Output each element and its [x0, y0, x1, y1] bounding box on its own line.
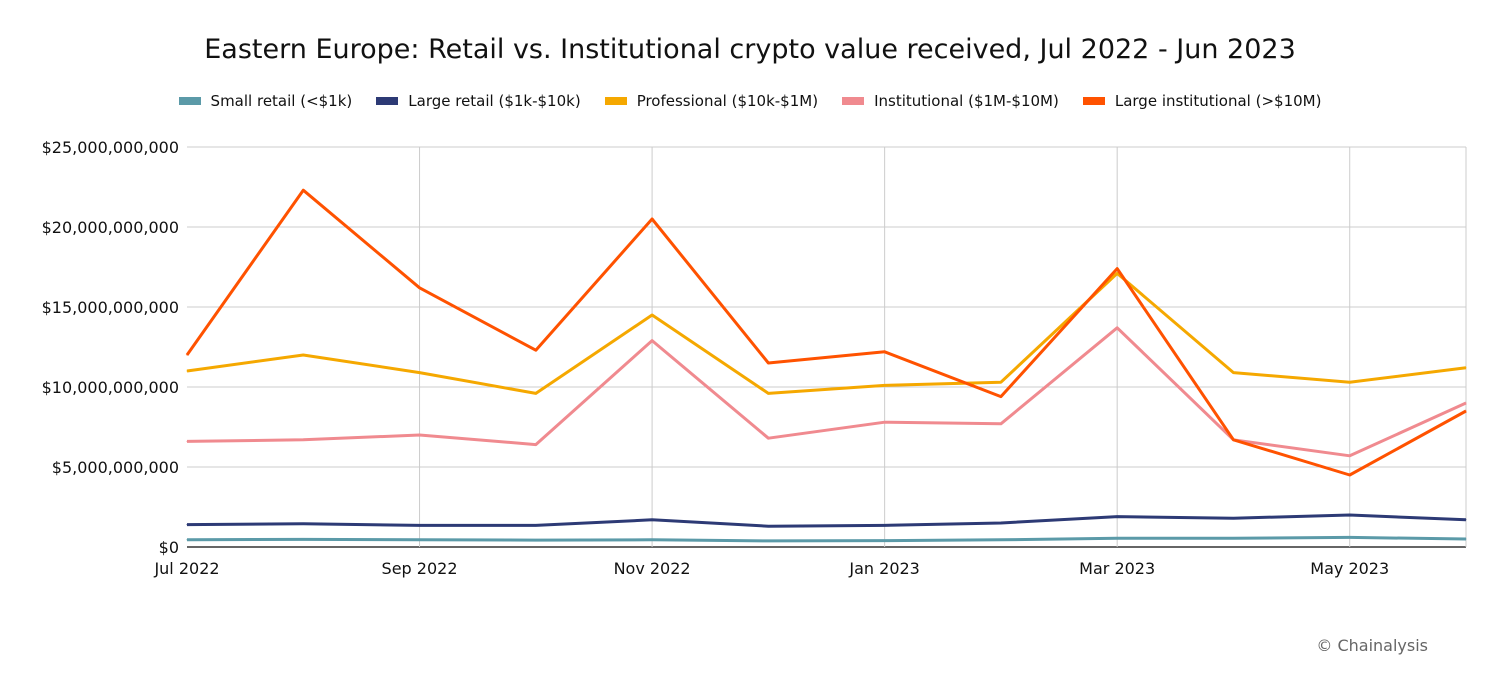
data-point	[1349, 474, 1351, 476]
data-point	[1000, 396, 1002, 398]
data-point	[767, 525, 769, 527]
data-point	[535, 444, 537, 446]
x-tick-label: Mar 2023	[1079, 559, 1155, 578]
legend-item: Institutional ($1M-$10M)	[842, 92, 1059, 110]
series-line-3	[186, 326, 1467, 458]
data-point	[419, 434, 421, 436]
legend-label: Institutional ($1M-$10M)	[874, 92, 1059, 110]
data-point	[1465, 538, 1467, 540]
data-point	[419, 539, 421, 541]
data-point	[1000, 381, 1002, 383]
legend-item: Professional ($10k-$1M)	[604, 92, 819, 110]
data-point	[302, 189, 304, 191]
y-tick-label: $10,000,000,000	[42, 378, 179, 397]
data-point	[651, 519, 653, 521]
legend-swatch	[842, 97, 865, 105]
series-line-2	[186, 271, 1467, 395]
data-point	[1116, 327, 1118, 329]
data-point	[767, 362, 769, 364]
data-point	[1349, 381, 1351, 383]
y-tick-label: $15,000,000,000	[42, 298, 179, 317]
data-point	[1116, 537, 1118, 539]
data-point	[535, 524, 537, 526]
data-point	[884, 384, 886, 386]
data-point	[767, 437, 769, 439]
x-tick-label: May 2023	[1310, 559, 1389, 578]
data-point	[186, 524, 188, 526]
data-point	[419, 287, 421, 289]
data-point	[1465, 410, 1467, 412]
data-point	[535, 349, 537, 351]
data-point	[302, 538, 304, 540]
data-point	[1465, 519, 1467, 521]
data-point	[1000, 423, 1002, 425]
data-point	[419, 372, 421, 374]
data-point	[651, 340, 653, 342]
data-point	[302, 354, 304, 356]
data-point	[651, 314, 653, 316]
legend-label: Professional ($10k-$1M)	[636, 92, 819, 110]
data-point	[767, 540, 769, 542]
data-point	[1116, 272, 1118, 274]
data-point	[1000, 522, 1002, 524]
data-point	[1232, 537, 1234, 539]
data-point	[1116, 516, 1118, 518]
data-point	[186, 354, 188, 356]
y-tick-label: $5,000,000,000	[52, 458, 179, 477]
series-line-1	[186, 513, 1467, 528]
data-point	[1232, 517, 1234, 519]
legend: Small retail (<$1k) Large retail ($1k-$10…	[0, 92, 1500, 110]
data-point	[1232, 439, 1234, 441]
legend-swatch	[1082, 97, 1105, 105]
data-point	[1349, 514, 1351, 516]
legend-item: Large retail ($1k-$10k)	[376, 92, 581, 110]
data-point	[1465, 367, 1467, 369]
legend-item: Small retail (<$1k)	[178, 92, 353, 110]
legend-label: Large institutional (>$10M)	[1114, 92, 1322, 110]
data-point	[884, 524, 886, 526]
x-tick-label: Nov 2022	[614, 559, 691, 578]
data-point	[1349, 536, 1351, 538]
legend-label: Small retail (<$1k)	[210, 92, 353, 110]
y-tick-label: $0	[159, 538, 179, 557]
x-tick-label: Sep 2022	[382, 559, 458, 578]
data-point	[535, 392, 537, 394]
x-tick-label: Jul 2022	[153, 559, 219, 578]
data-point	[884, 421, 886, 423]
series-line-0	[186, 535, 1467, 543]
y-tick-label: $25,000,000,000	[42, 138, 179, 157]
data-point	[302, 523, 304, 525]
legend-swatch	[178, 97, 201, 105]
legend-item: Large institutional (>$10M)	[1082, 92, 1322, 110]
data-point	[1116, 268, 1118, 270]
x-tick-label: Jan 2023	[848, 559, 919, 578]
data-point	[1465, 402, 1467, 404]
series-line-4	[185, 188, 1467, 477]
data-point	[767, 392, 769, 394]
y-tick-label: $20,000,000,000	[42, 218, 179, 237]
data-point	[1349, 455, 1351, 457]
chart-title: Eastern Europe: Retail vs. Institutional…	[204, 34, 1296, 65]
data-point	[186, 539, 188, 541]
legend-label: Large retail ($1k-$10k)	[408, 92, 581, 110]
data-point	[535, 539, 537, 541]
data-point	[884, 540, 886, 542]
data-point	[884, 351, 886, 353]
data-point	[302, 439, 304, 441]
legend-swatch	[604, 97, 627, 105]
data-point	[651, 218, 653, 220]
credit: © Chainalysis	[1316, 636, 1428, 655]
data-point	[186, 440, 188, 442]
data-point	[186, 370, 188, 372]
data-point	[1000, 539, 1002, 541]
legend-swatch	[376, 97, 399, 105]
data-point	[419, 524, 421, 526]
data-point	[651, 539, 653, 541]
data-point	[1232, 372, 1234, 374]
